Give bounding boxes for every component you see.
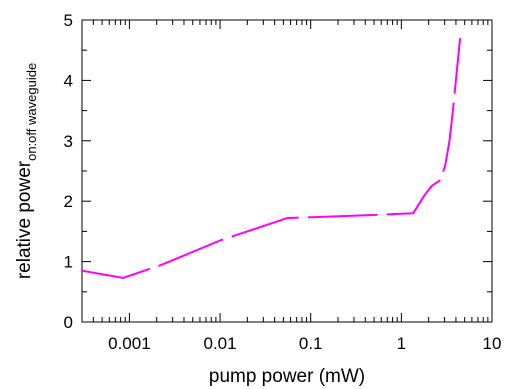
x-tick-label: 1 — [397, 334, 406, 353]
x-tick-label: 0.001 — [108, 334, 151, 353]
y-tick-label: 5 — [64, 11, 73, 30]
y-axis-label: relative poweron:off waveguide — [14, 63, 39, 279]
x-axis-label: pump power (mW) — [209, 366, 365, 387]
y-axis-label-main: relative power — [14, 160, 35, 279]
x-tick-label: 0.01 — [204, 334, 237, 353]
plot-frame — [81, 19, 493, 323]
y-axis-label-subscript: on:off waveguide — [24, 63, 39, 161]
series-line — [81, 38, 462, 279]
series-polyline — [81, 38, 462, 279]
x-tick-label: 0.1 — [299, 334, 323, 353]
y-tick-label: 3 — [64, 132, 73, 151]
tick-labels: 0.001 0.01 0.1 1 10 0 1 2 3 4 5 — [64, 11, 502, 353]
y-tick-label: 4 — [64, 71, 73, 90]
y-tick-label: 1 — [64, 253, 73, 272]
y-tick-label: 2 — [64, 192, 73, 211]
y-tick-label: 0 — [64, 313, 73, 332]
axis-ticks — [81, 19, 493, 323]
x-tick-label: 10 — [483, 334, 502, 353]
